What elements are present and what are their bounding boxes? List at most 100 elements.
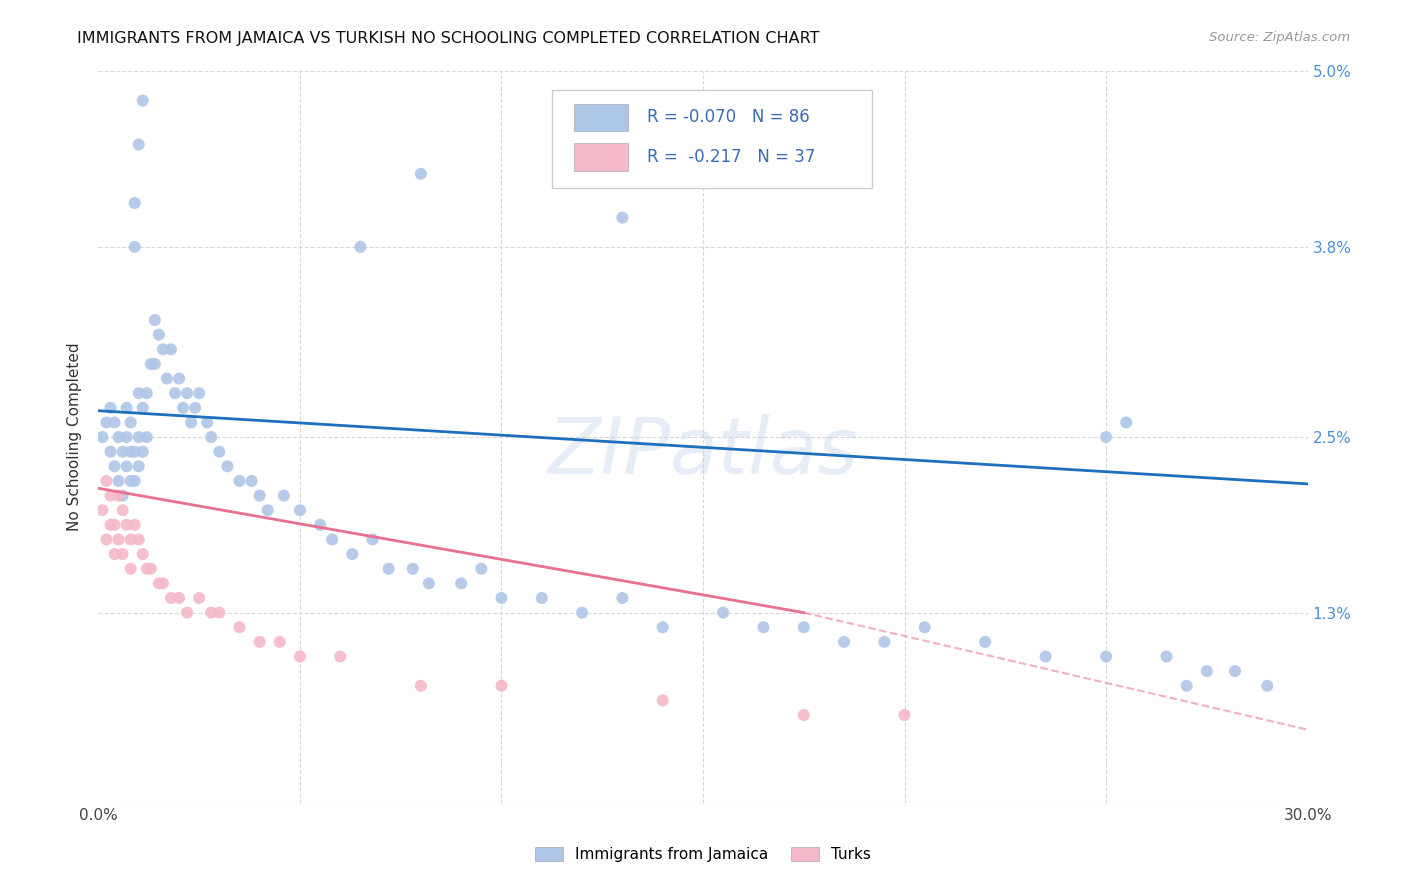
Point <box>128 459 150 474</box>
Point <box>249 635 271 649</box>
Point <box>793 620 815 634</box>
Point <box>377 562 399 576</box>
Point <box>651 620 673 634</box>
Point <box>1256 679 1278 693</box>
Point <box>132 94 155 108</box>
Legend: Immigrants from Jamaica, Turks: Immigrants from Jamaica, Turks <box>529 841 877 868</box>
FancyBboxPatch shape <box>551 90 872 188</box>
Point <box>152 343 174 357</box>
Point <box>160 591 183 605</box>
Text: IMMIGRANTS FROM JAMAICA VS TURKISH NO SCHOOLING COMPLETED CORRELATION CHART: IMMIGRANTS FROM JAMAICA VS TURKISH NO SC… <box>77 31 820 46</box>
Point <box>115 430 138 444</box>
Point <box>135 386 157 401</box>
Point <box>612 591 634 605</box>
Point <box>91 430 114 444</box>
Point <box>256 503 278 517</box>
Point <box>832 635 855 649</box>
Point <box>132 444 155 458</box>
Point <box>180 416 202 430</box>
Point <box>124 474 146 488</box>
Point <box>470 562 492 576</box>
Point <box>103 459 125 474</box>
Point <box>103 547 125 561</box>
Point <box>321 533 343 547</box>
Point <box>111 489 134 503</box>
Point <box>361 533 384 547</box>
Point <box>402 562 425 576</box>
Point <box>752 620 775 634</box>
Point <box>120 416 142 430</box>
Point <box>167 591 190 605</box>
Point <box>409 167 432 181</box>
Point <box>342 547 364 561</box>
Point <box>124 196 146 211</box>
Point <box>571 606 593 620</box>
Point <box>208 606 231 620</box>
Point <box>873 635 896 649</box>
Point <box>128 137 150 152</box>
Point <box>172 401 194 415</box>
Point <box>107 533 129 547</box>
Point <box>120 562 142 576</box>
Point <box>418 576 440 591</box>
Point <box>128 386 150 401</box>
Point <box>793 708 815 723</box>
Point <box>228 474 250 488</box>
Point <box>107 430 129 444</box>
Point <box>135 562 157 576</box>
Point <box>1223 664 1246 678</box>
Text: Source: ZipAtlas.com: Source: ZipAtlas.com <box>1209 31 1350 45</box>
Point <box>167 371 190 385</box>
Point <box>200 430 222 444</box>
Point <box>612 211 634 225</box>
Point <box>100 517 122 532</box>
Point <box>188 591 211 605</box>
Point <box>100 489 122 503</box>
Point <box>148 327 170 342</box>
Point <box>111 444 134 458</box>
Point <box>893 708 915 723</box>
Point <box>91 503 114 517</box>
Point <box>111 503 134 517</box>
Point <box>1195 664 1218 678</box>
Point <box>120 444 142 458</box>
Point <box>491 679 513 693</box>
Point <box>135 430 157 444</box>
Point <box>115 459 138 474</box>
Point <box>124 517 146 532</box>
Point <box>163 386 186 401</box>
Point <box>132 547 155 561</box>
Point <box>100 444 122 458</box>
Point <box>115 517 138 532</box>
Point <box>208 444 231 458</box>
Point <box>188 386 211 401</box>
Point <box>249 489 271 503</box>
Point <box>217 459 239 474</box>
Y-axis label: No Schooling Completed: No Schooling Completed <box>67 343 83 532</box>
Text: ZIPatlas: ZIPatlas <box>547 414 859 490</box>
Point <box>143 313 166 327</box>
Point <box>288 503 311 517</box>
Point <box>124 240 146 254</box>
Point <box>1095 649 1118 664</box>
Point <box>100 401 122 415</box>
Point <box>96 533 118 547</box>
Point <box>228 620 250 634</box>
Point <box>128 533 150 547</box>
Point <box>269 635 291 649</box>
Text: R =  -0.217   N = 37: R = -0.217 N = 37 <box>647 148 815 166</box>
FancyBboxPatch shape <box>574 103 628 131</box>
Point <box>148 576 170 591</box>
Point <box>132 401 155 415</box>
Point <box>273 489 295 503</box>
Point <box>530 591 553 605</box>
Point <box>124 444 146 458</box>
Point <box>139 562 162 576</box>
Point <box>152 576 174 591</box>
Point <box>96 474 118 488</box>
Point <box>349 240 371 254</box>
Point <box>160 343 183 357</box>
Point <box>111 547 134 561</box>
Point <box>1115 416 1137 430</box>
Point <box>309 517 332 532</box>
